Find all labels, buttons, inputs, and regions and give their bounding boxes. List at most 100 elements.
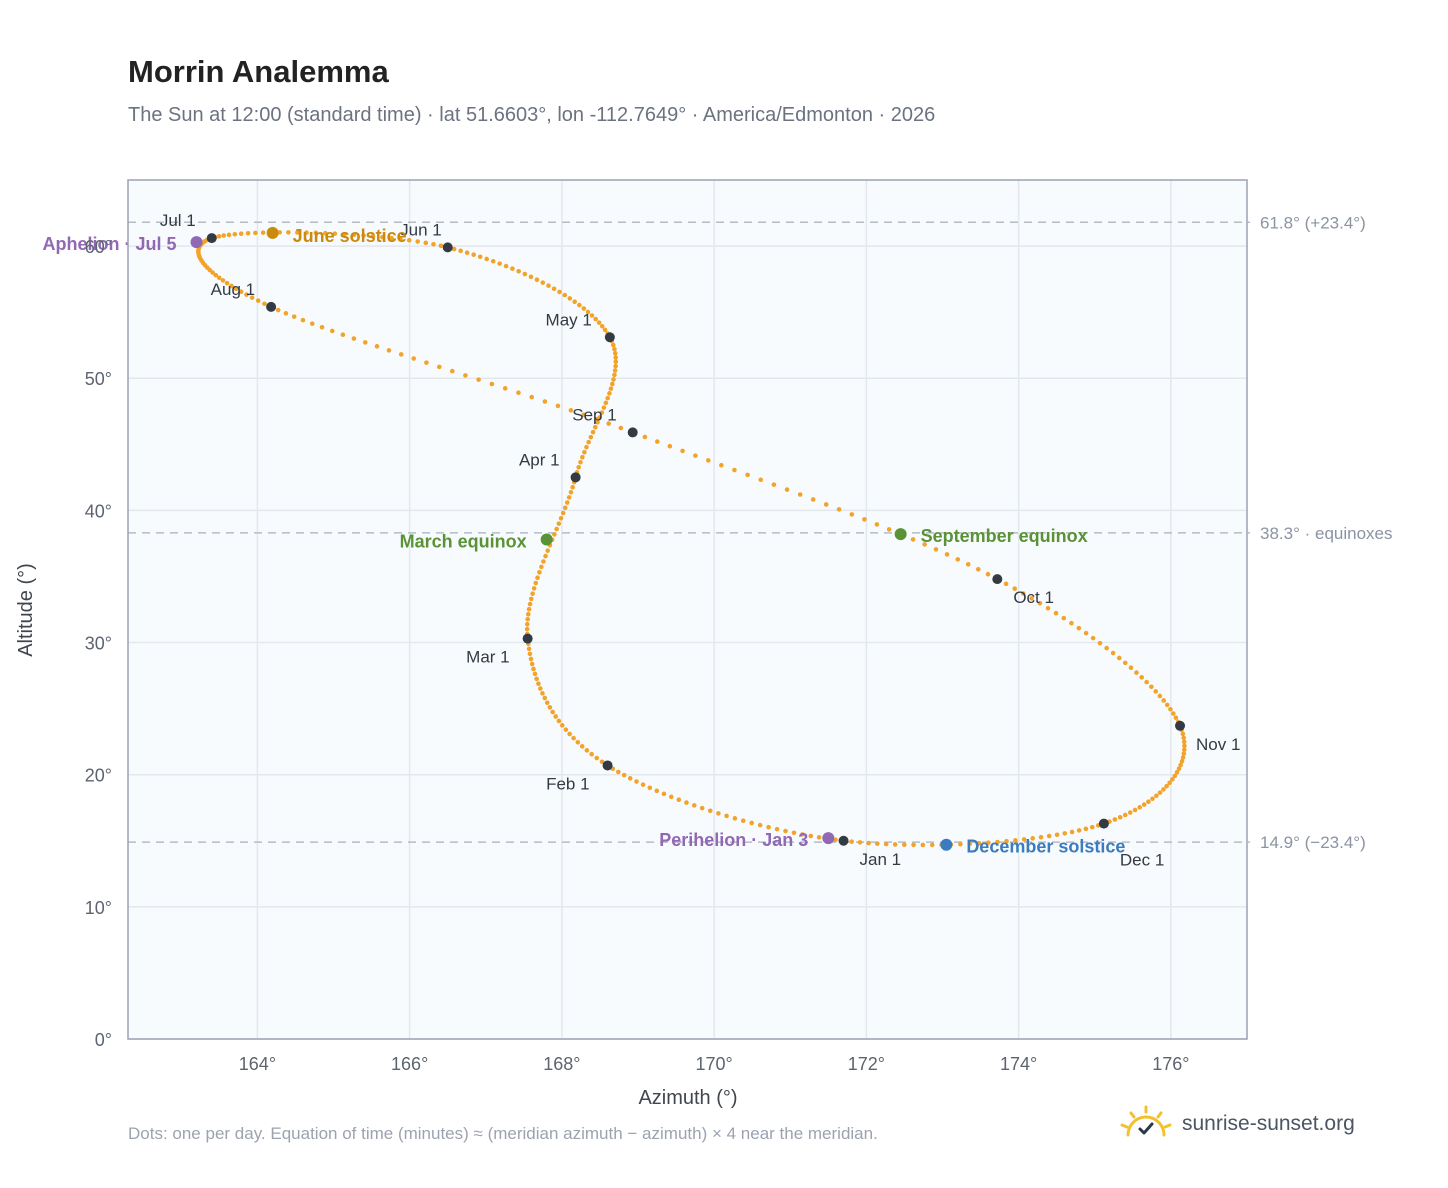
daily-dot [667, 443, 673, 449]
daily-dot [691, 803, 697, 808]
daily-dot [955, 557, 961, 562]
event-label: September equinox [921, 526, 1088, 546]
daily-dot [613, 359, 619, 365]
daily-dot [451, 246, 457, 252]
daily-dot [866, 840, 871, 846]
daily-dot [1046, 833, 1052, 839]
month-label: Apr 1 [519, 450, 560, 469]
daily-dot [1089, 824, 1095, 830]
daily-dot [568, 489, 574, 495]
chart-title: Morrin Analemma [128, 54, 389, 89]
daily-dot [613, 355, 618, 360]
daily-dot [975, 566, 981, 572]
daily-dot [1146, 799, 1151, 805]
daily-dot [545, 548, 551, 553]
daily-dot [602, 327, 608, 333]
daily-dot [550, 709, 555, 715]
daily-dot [590, 429, 596, 435]
daily-dot [210, 270, 215, 275]
daily-dot [740, 818, 746, 824]
daily-dot [522, 271, 528, 277]
axes: 164° 166° 168° 170° 172° 174° 176° 0° 10° 20° 30° 4… [15, 237, 1189, 1109]
daily-dot [716, 811, 721, 816]
daily-dot [929, 842, 935, 848]
y-tick-label: 20° [85, 766, 112, 786]
daily-dot [424, 360, 429, 365]
daily-dot [525, 616, 530, 622]
daily-dot [707, 808, 713, 814]
daily-dot [661, 791, 667, 797]
daily-dot [559, 723, 565, 728]
daily-dot [329, 328, 335, 334]
daily-dot [557, 289, 562, 295]
daily-dot [684, 800, 689, 805]
daily-dot [1021, 837, 1027, 842]
daily-dot [902, 842, 907, 848]
daily-dot [1029, 596, 1034, 601]
daily-dot [224, 280, 230, 286]
daily-dot [724, 813, 729, 819]
daily-dot [534, 676, 539, 682]
daily-dot [229, 283, 234, 289]
daily-dot [389, 235, 394, 241]
daily-dot [944, 552, 950, 557]
daily-dot [238, 231, 244, 237]
daily-dot [1170, 777, 1175, 782]
month-label: Oct 1 [1013, 588, 1054, 607]
daily-dot [255, 298, 261, 303]
plot-area [128, 180, 1247, 1039]
daily-dot [874, 841, 880, 846]
daily-dot [253, 230, 258, 236]
daily-dot [1164, 702, 1170, 708]
daily-dot [823, 502, 829, 507]
daily-dot [380, 234, 385, 240]
daily-dot [220, 278, 226, 283]
daily-dot [579, 744, 585, 749]
daily-dot [542, 399, 548, 404]
daily-dot [1161, 787, 1166, 792]
daily-dot [1153, 689, 1159, 694]
daily-dot [610, 381, 615, 387]
daily-dot [800, 832, 805, 837]
daily-dot [784, 487, 790, 492]
daily-dot [1174, 770, 1180, 775]
month-marker [206, 233, 217, 244]
daily-dot [611, 342, 616, 348]
daily-dot [874, 522, 880, 527]
daily-dot [1090, 635, 1096, 641]
daily-dot [1112, 817, 1118, 822]
daily-dot [599, 323, 605, 329]
daily-dot [533, 580, 539, 586]
daily-dot [612, 350, 618, 356]
brand-logo[interactable]: sunrise-sunset.org [1120, 1104, 1355, 1144]
x-tick-label: 164° [239, 1054, 276, 1074]
daily-dot [1062, 831, 1068, 836]
daily-dot [568, 408, 574, 413]
daily-dot [578, 459, 583, 465]
daily-dot [816, 835, 822, 840]
daily-dot [1069, 829, 1075, 835]
daily-dot [531, 666, 536, 672]
daily-dot [706, 458, 711, 463]
x-axis-label: Azimuth (°) [638, 1087, 737, 1109]
reference-line-label: 38.3° · equinoxes [1260, 524, 1393, 543]
daily-dot [221, 233, 227, 238]
daily-dot [560, 510, 566, 516]
daily-dot [283, 311, 289, 316]
daily-dot [323, 230, 328, 236]
daily-dot [526, 606, 532, 612]
daily-dot [546, 283, 551, 288]
month-markers: Jan 1 Feb 1 Mar 1 Apr 1 May 1 Jun 1 Jul 1 Aug 1… [160, 211, 1241, 869]
daily-dot [213, 272, 219, 278]
daily-dot [537, 570, 542, 575]
month-marker [992, 574, 1003, 585]
daily-dot [540, 691, 545, 696]
daily-dot [995, 839, 1000, 845]
daily-dot [1003, 581, 1009, 587]
daily-dot [580, 454, 585, 460]
daily-dot [528, 596, 534, 602]
y-tick-label: 50° [85, 369, 112, 389]
month-label: Nov 1 [1196, 735, 1240, 754]
month-label: Sep 1 [572, 405, 616, 424]
event-marker [940, 838, 953, 851]
